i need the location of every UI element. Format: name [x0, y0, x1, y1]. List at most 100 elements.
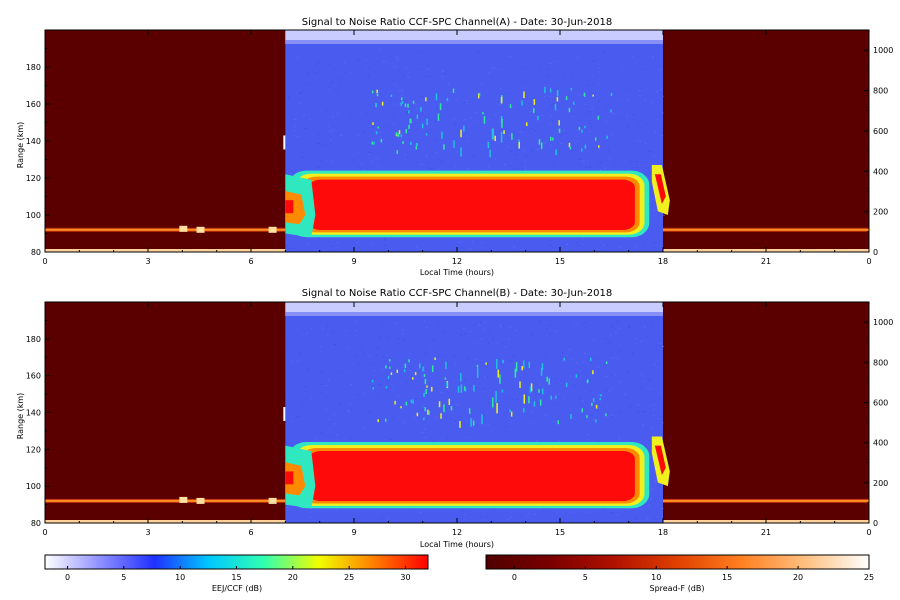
noise-speckle — [460, 241, 463, 243]
x-tick-label: 12 — [452, 528, 462, 537]
noise-speckle — [598, 71, 601, 73]
y-tick-left-label: 100 — [26, 482, 41, 491]
upper-echo — [371, 90, 374, 94]
noise-speckle — [495, 134, 498, 136]
noise-speckle — [345, 371, 348, 373]
noise-speckle — [461, 130, 464, 132]
noise-speckle — [662, 214, 665, 216]
noise-speckle — [575, 362, 578, 364]
upper-echo — [546, 376, 548, 382]
noise-speckle — [553, 107, 556, 109]
x-tick-label: 18 — [658, 257, 668, 266]
noise-speckle — [646, 518, 649, 520]
upper-echo — [533, 401, 536, 407]
noise-speckle — [570, 150, 573, 152]
upper-echo — [444, 377, 447, 380]
upper-echo — [425, 388, 427, 395]
noise-speckle — [619, 412, 622, 414]
noise-speckle — [325, 385, 328, 387]
noise-speckle — [630, 80, 633, 82]
noise-speckle — [566, 243, 569, 245]
noise-speckle — [317, 133, 320, 135]
noise-speckle — [302, 363, 305, 365]
upper-echo — [401, 101, 404, 104]
noise-speckle — [481, 241, 484, 243]
noise-speckle — [297, 135, 300, 137]
upper-echo — [403, 369, 406, 373]
noise-speckle — [590, 415, 593, 417]
noise-speckle — [607, 149, 610, 151]
noise-speckle — [427, 162, 430, 164]
noise-speckle — [401, 94, 404, 96]
noise-speckle — [652, 113, 655, 115]
noise-speckle — [612, 113, 615, 115]
noise-speckle — [325, 409, 328, 411]
upper-echo — [459, 421, 461, 428]
noise-speckle — [620, 100, 623, 102]
x-tick-label: 3 — [145, 257, 150, 266]
y-tick-right-label: 800 — [873, 358, 888, 367]
noise-speckle — [441, 391, 444, 393]
upper-echo — [380, 138, 383, 143]
noise-speckle — [487, 166, 490, 168]
noise-speckle — [451, 165, 454, 167]
noise-speckle — [331, 245, 334, 247]
noise-speckle — [656, 118, 659, 120]
upper-echo — [578, 126, 581, 131]
noise-speckle — [639, 95, 642, 97]
noise-speckle — [643, 411, 646, 413]
noise-speckle — [490, 77, 493, 79]
upper-echo — [390, 94, 393, 97]
noise-speckle — [473, 323, 476, 325]
upper-echo — [434, 357, 436, 361]
noise-speckle — [424, 352, 427, 354]
panel-b-xlabel: Local Time (hours) — [420, 540, 494, 549]
upper-echo — [443, 404, 445, 413]
upper-echo — [375, 131, 378, 135]
noise-speckle — [524, 80, 527, 82]
upper-echo — [514, 368, 517, 378]
noise-speckle — [380, 49, 383, 51]
noise-speckle — [639, 141, 642, 143]
noise-speckle — [408, 369, 411, 371]
upper-echo — [427, 409, 429, 415]
noise-speckle — [549, 144, 552, 146]
upper-echo — [592, 398, 595, 402]
noise-speckle — [545, 356, 548, 358]
noise-speckle — [662, 345, 665, 347]
upper-echo — [416, 142, 418, 146]
boundary-mark — [283, 406, 286, 421]
y-tick-left-label: 120 — [26, 174, 41, 183]
noise-speckle — [475, 358, 478, 360]
upper-echo — [438, 401, 441, 408]
eej-layer-contour — [308, 450, 635, 502]
noise-speckle — [534, 129, 537, 131]
noise-speckle — [528, 513, 531, 515]
noise-speckle — [332, 434, 335, 436]
noise-speckle — [331, 116, 334, 118]
noise-speckle — [321, 329, 324, 331]
noise-speckle — [512, 354, 515, 356]
noise-speckle — [355, 355, 358, 357]
upper-echo — [568, 107, 571, 113]
noise-speckle — [630, 161, 633, 163]
noise-speckle — [314, 437, 317, 439]
spreadf-band-core — [45, 499, 286, 502]
noise-speckle — [383, 244, 386, 246]
x-tick-label: 0 — [42, 528, 47, 537]
noise-speckle — [608, 341, 611, 343]
noise-speckle — [396, 103, 399, 105]
noise-speckle — [642, 411, 645, 413]
upper-echo — [570, 413, 572, 420]
noise-speckle — [534, 513, 537, 515]
y-tick-left-label: 80 — [31, 248, 41, 257]
noise-speckle — [549, 244, 552, 246]
noise-speckle — [592, 93, 595, 95]
noise-speckle — [548, 107, 551, 109]
noise-speckle — [435, 416, 438, 418]
noise-speckle — [583, 353, 586, 355]
noise-speckle — [597, 67, 600, 69]
noise-speckle — [385, 354, 388, 356]
upper-echo — [595, 419, 597, 423]
noise-speckle — [378, 384, 381, 386]
